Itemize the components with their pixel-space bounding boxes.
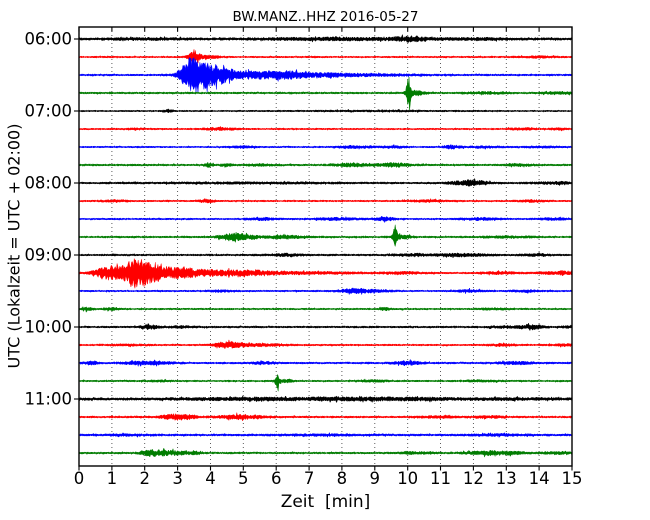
y-tick-label: 07:00 [24, 102, 72, 121]
x-tick-label: 14 [529, 469, 550, 488]
trace-1015 [79, 339, 572, 350]
chart-title: BW.MANZ..HHZ 2016-05-27 [232, 9, 419, 25]
axes-frame [78, 26, 573, 467]
x-tick-label: 0 [74, 469, 85, 488]
x-tick-label: 2 [139, 469, 150, 488]
x-tick-label: 12 [463, 469, 484, 488]
trace-0615 [79, 49, 572, 65]
trace-0845 [79, 224, 572, 247]
x-tick-label: 7 [304, 469, 315, 488]
x-tick-label: 4 [205, 469, 216, 488]
x-tick-label: 10 [397, 469, 418, 488]
x-tick-label: 9 [370, 469, 381, 488]
x-tick-label: 15 [562, 469, 583, 488]
x-tick-label: 11 [430, 469, 451, 488]
trace-0800 [79, 177, 572, 187]
y-tick-label: 10:00 [24, 318, 72, 337]
x-tick-label: 3 [172, 469, 183, 488]
trace-1045 [79, 373, 572, 392]
traces-group [79, 33, 572, 458]
x-tick-label: 8 [337, 469, 348, 488]
x-tick-label: 1 [107, 469, 118, 488]
y-axis-label: UTC (Lokalzeit = UTC + 02:00) [4, 123, 24, 369]
x-axis-label: Zeit [min] [280, 492, 371, 512]
x-tick-label: 5 [238, 469, 249, 488]
y-tick-label: 08:00 [24, 174, 72, 193]
trace-0645 [79, 76, 572, 111]
y-tick-label: 11:00 [24, 390, 72, 409]
y-tick-label: 06:00 [24, 30, 72, 49]
x-tick-label: 13 [496, 469, 517, 488]
y-tick-label: 09:00 [24, 246, 72, 265]
x-tick-label: 6 [271, 469, 282, 488]
